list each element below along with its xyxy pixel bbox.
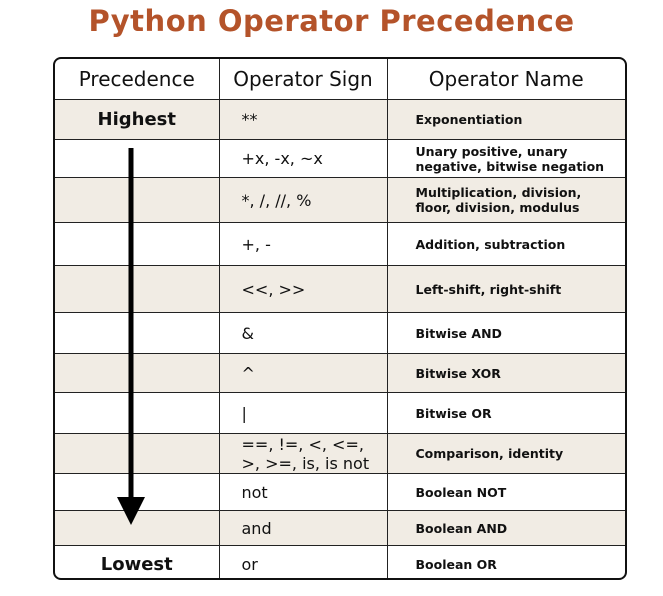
name-cell: Bitwise AND bbox=[386, 312, 625, 354]
table-row: *, /, //, % Multiplication, division, flo… bbox=[55, 177, 625, 223]
precedence-cell bbox=[55, 392, 220, 434]
table-row: ^ Bitwise XOR bbox=[55, 353, 625, 393]
operator-cell: +, - bbox=[218, 222, 388, 266]
operator-cell: not bbox=[218, 473, 388, 511]
operator-cell: +x, -x, ~x bbox=[218, 139, 388, 178]
column-header: Operator Name bbox=[386, 59, 625, 100]
operator-cell: | bbox=[218, 392, 388, 434]
table-row: not Boolean NOT bbox=[55, 473, 625, 511]
column-header: Operator Sign bbox=[218, 59, 388, 100]
name-cell: Unary positive, unary negative, bitwise … bbox=[386, 139, 625, 178]
table-row: and Boolean AND bbox=[55, 510, 625, 546]
precedence-cell bbox=[55, 473, 220, 511]
name-cell: Bitwise XOR bbox=[386, 353, 625, 393]
operator-cell: ** bbox=[218, 99, 388, 140]
name-cell: Addition, subtraction bbox=[386, 222, 625, 266]
name-cell: Boolean OR bbox=[386, 545, 625, 578]
table-row: +, - Addition, subtraction bbox=[55, 222, 625, 266]
table-row: & Bitwise AND bbox=[55, 312, 625, 354]
precedence-cell bbox=[55, 510, 220, 546]
name-cell: Boolean AND bbox=[386, 510, 625, 546]
operator-cell: ^ bbox=[218, 353, 388, 393]
precedence-cell bbox=[55, 353, 220, 393]
table-row: ==, !=, <, <=, >, >=, is, is not Comparis… bbox=[55, 433, 625, 474]
header-row: Precedence Operator Sign Operator Name bbox=[55, 59, 625, 100]
precedence-cell bbox=[55, 139, 220, 178]
name-cell: Comparison, identity bbox=[386, 433, 625, 474]
operator-cell: & bbox=[218, 312, 388, 354]
name-cell: Exponentiation bbox=[386, 99, 625, 140]
name-cell: Left-shift, right-shift bbox=[386, 265, 625, 313]
operator-cell: or bbox=[218, 545, 388, 578]
table-row: | Bitwise OR bbox=[55, 392, 625, 434]
column-header: Precedence bbox=[55, 59, 220, 100]
table-row: Highest ** Exponentiation bbox=[55, 99, 625, 140]
table-frame: Precedence Operator Sign Operator Name High… bbox=[53, 57, 627, 580]
precedence-cell bbox=[55, 265, 220, 313]
precedence-cell bbox=[55, 177, 220, 223]
precedence-cell bbox=[55, 312, 220, 354]
precedence-cell bbox=[55, 433, 220, 474]
name-cell: Bitwise OR bbox=[386, 392, 625, 434]
precedence-cell bbox=[55, 222, 220, 266]
table-row: +x, -x, ~x Unary positive, unary negative… bbox=[55, 139, 625, 178]
table-row: <<, >> Left-shift, right-shift bbox=[55, 265, 625, 313]
operator-cell: *, /, //, % bbox=[218, 177, 388, 223]
title: Python Operator Precedence bbox=[88, 4, 575, 38]
name-cell: Boolean NOT bbox=[386, 473, 625, 511]
precedence-cell: Lowest bbox=[55, 545, 220, 578]
name-cell: Multiplication, division, floor, divisio… bbox=[386, 177, 625, 223]
operator-cell: and bbox=[218, 510, 388, 546]
precedence-cell: Highest bbox=[55, 99, 220, 140]
operator-cell: <<, >> bbox=[218, 265, 388, 313]
operator-cell: ==, !=, <, <=, >, >=, is, is not bbox=[218, 433, 388, 474]
table-row: Lowest or Boolean OR bbox=[55, 545, 625, 578]
precedence-table: Precedence Operator Sign Operator Name High… bbox=[55, 59, 625, 578]
